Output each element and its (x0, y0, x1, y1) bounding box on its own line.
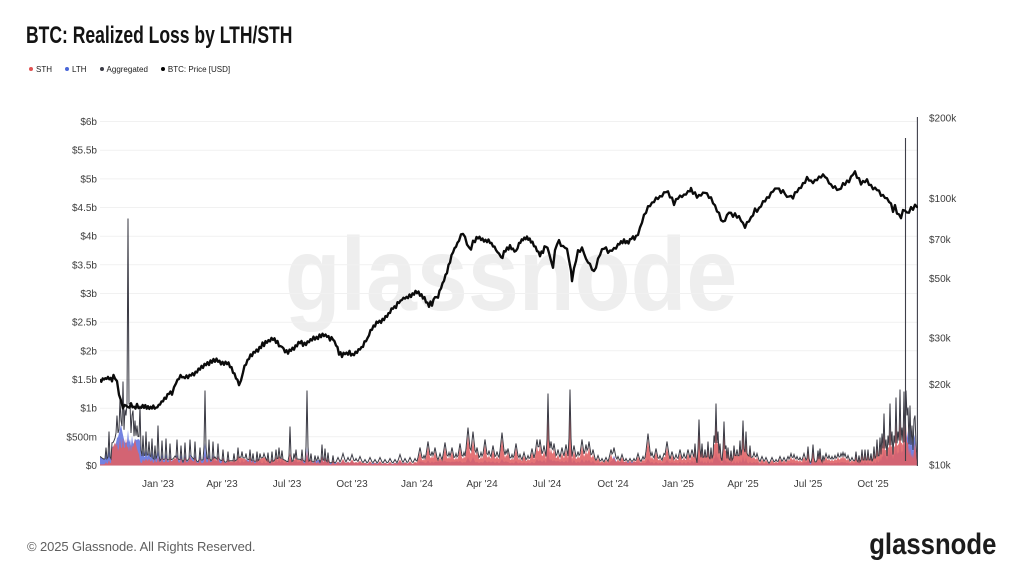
svg-text:$1.5b: $1.5b (72, 375, 97, 386)
svg-text:glassnode: glassnode (285, 216, 738, 333)
svg-text:Jul '25: Jul '25 (794, 479, 823, 490)
svg-text:Apr '25: Apr '25 (727, 479, 759, 490)
svg-text:Apr '24: Apr '24 (466, 479, 498, 490)
svg-text:$3b: $3b (80, 289, 97, 300)
svg-text:Apr '23: Apr '23 (206, 479, 238, 490)
svg-text:Oct '24: Oct '24 (597, 479, 629, 490)
svg-text:$4.5b: $4.5b (72, 203, 97, 214)
svg-text:$1b: $1b (80, 404, 97, 415)
svg-text:$4b: $4b (80, 232, 97, 243)
svg-text:$30k: $30k (929, 333, 952, 344)
svg-text:Oct '23: Oct '23 (336, 479, 368, 490)
svg-text:$2.5b: $2.5b (72, 318, 97, 329)
svg-text:$500m: $500m (66, 432, 97, 443)
svg-text:$5b: $5b (80, 174, 97, 185)
svg-text:Jan '23: Jan '23 (142, 479, 174, 490)
svg-text:$200k: $200k (929, 114, 957, 125)
svg-text:$50k: $50k (929, 274, 952, 285)
svg-text:Oct '25: Oct '25 (857, 479, 889, 490)
svg-text:$5.5b: $5.5b (72, 146, 97, 157)
svg-text:$2b: $2b (80, 346, 97, 357)
svg-text:$6b: $6b (80, 117, 97, 128)
svg-text:$70k: $70k (929, 235, 952, 246)
svg-text:$0: $0 (86, 461, 98, 472)
svg-text:$10k: $10k (929, 461, 952, 472)
svg-text:Jan '25: Jan '25 (662, 479, 694, 490)
svg-text:$3.5b: $3.5b (72, 260, 97, 271)
svg-text:$20k: $20k (929, 380, 952, 391)
svg-text:Jul '24: Jul '24 (533, 479, 562, 490)
svg-text:Jan '24: Jan '24 (401, 479, 433, 490)
svg-text:$100k: $100k (929, 194, 957, 205)
svg-text:Jul '23: Jul '23 (273, 479, 302, 490)
